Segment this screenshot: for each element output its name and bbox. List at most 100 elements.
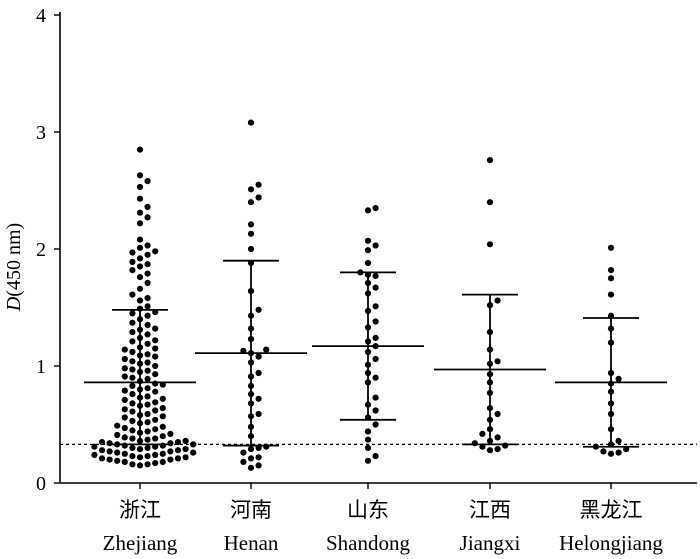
data-point (136, 454, 144, 461)
data-point (372, 205, 379, 212)
data-point (255, 462, 262, 469)
data-point (247, 464, 255, 471)
data-point (190, 441, 197, 448)
data-point (486, 447, 494, 454)
data-point (607, 275, 615, 282)
data-point (152, 435, 159, 442)
data-point (167, 448, 174, 455)
data-point (129, 374, 136, 381)
data-point (372, 318, 379, 325)
data-point (121, 406, 128, 413)
data-point (159, 450, 166, 457)
data-point (91, 443, 98, 450)
data-point (114, 449, 121, 456)
data-point (479, 430, 486, 437)
data-point (129, 249, 136, 256)
data-point (600, 448, 607, 455)
y-axis-title-italic: D (3, 296, 25, 312)
data-point (129, 382, 136, 389)
data-point (152, 248, 159, 255)
data-point (152, 362, 159, 370)
data-point (372, 453, 379, 460)
data-point (494, 446, 501, 453)
data-point (607, 291, 615, 298)
data-point (136, 446, 144, 453)
data-point (486, 157, 494, 164)
data-point (144, 203, 151, 210)
data-point (159, 395, 166, 402)
data-point (121, 442, 128, 449)
category-group-helongjiang (555, 244, 667, 457)
data-point (144, 401, 151, 408)
data-point (114, 422, 121, 429)
data-point (144, 279, 151, 286)
y-tick-label: 0 (36, 473, 46, 495)
y-axis-title-rest: (450 nm) (3, 223, 25, 297)
data-point (247, 186, 255, 193)
data-point (152, 399, 159, 406)
data-point (364, 444, 372, 451)
data-point (144, 295, 151, 302)
data-point (372, 272, 379, 279)
data-point (372, 407, 379, 414)
data-point (152, 325, 159, 332)
data-point (121, 424, 128, 432)
data-point (144, 242, 151, 249)
data-point (106, 456, 113, 463)
data-point (91, 451, 98, 458)
data-point (136, 172, 144, 179)
data-point (247, 245, 255, 253)
data-point (136, 255, 144, 262)
data-point (144, 261, 151, 268)
data-point (494, 358, 501, 365)
data-point (159, 405, 166, 412)
data-point (152, 416, 159, 423)
data-point (144, 367, 151, 374)
data-point (372, 303, 379, 310)
data-point (129, 358, 136, 365)
data-point (255, 454, 262, 461)
data-point (167, 430, 174, 437)
data-point (364, 259, 372, 267)
category-label-zh: 浙江 (119, 498, 161, 522)
data-point (121, 346, 128, 353)
data-point (159, 433, 166, 440)
data-point (136, 209, 144, 216)
data-point (182, 454, 189, 461)
data-point (372, 355, 379, 363)
data-point (129, 258, 136, 265)
data-point (255, 395, 262, 402)
data-point (364, 436, 372, 443)
data-point (144, 375, 151, 382)
data-point (167, 440, 174, 447)
data-point (136, 462, 144, 469)
data-point (263, 346, 270, 353)
y-tick-label: 3 (36, 122, 46, 144)
data-point (247, 446, 255, 453)
data-point (129, 417, 136, 425)
data-point (136, 285, 144, 292)
data-point (182, 446, 189, 453)
data-point (364, 207, 372, 214)
data-point (129, 408, 136, 415)
data-point (129, 391, 136, 398)
category-label-zh: 黑龙江 (580, 498, 643, 522)
data-point (494, 434, 501, 441)
data-point (136, 244, 144, 251)
data-point (364, 457, 372, 464)
data-point (144, 419, 151, 426)
data-point (152, 426, 159, 433)
data-point (486, 241, 494, 248)
data-point (129, 348, 136, 356)
data-point (98, 439, 106, 446)
data-point (247, 230, 255, 237)
data-point (152, 380, 159, 387)
data-point (152, 407, 159, 414)
data-point (607, 244, 615, 251)
data-point (494, 297, 501, 304)
y-axis: 0 1 2 3 4 (36, 5, 61, 495)
data-point (121, 450, 128, 457)
data-point (255, 353, 262, 360)
data-point (144, 453, 151, 460)
data-point (144, 461, 151, 468)
